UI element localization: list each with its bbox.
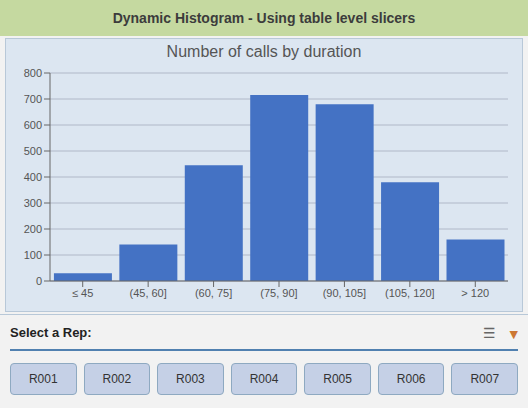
html-text:R005: R005	[323, 372, 352, 386]
svg-text:800: 800	[24, 67, 42, 79]
svg-text:100: 100	[24, 249, 42, 261]
html-text:R006: R006	[396, 372, 426, 386]
svg-text:0: 0	[36, 275, 42, 287]
svg-text:200: 200	[24, 223, 42, 235]
svg-text:(105, 120]: (105, 120]	[385, 287, 435, 299]
html-text:R007: R007	[470, 372, 500, 386]
svg-text:(60, 75]: (60, 75]	[195, 287, 232, 299]
svg-text:> 120: > 120	[461, 287, 489, 299]
svg-text:700: 700	[24, 93, 42, 105]
svg-text:600: 600	[24, 119, 42, 131]
svg-text:300: 300	[24, 197, 42, 209]
html-text:Number of calls by duration: Number of calls by duration	[166, 43, 362, 60]
svg-text:(75, 90]: (75, 90]	[260, 287, 297, 299]
html-text:R004: R004	[249, 372, 279, 386]
html-text:R002: R002	[102, 372, 132, 386]
svg-text:400: 400	[24, 171, 42, 183]
svg-text:≤ 45: ≤ 45	[72, 287, 93, 299]
svg-text:(45, 60]: (45, 60]	[129, 287, 166, 299]
html-text:R003: R003	[176, 372, 205, 386]
html-text:R001: R001	[28, 372, 58, 386]
svg-text:(90, 105]: (90, 105]	[323, 287, 366, 299]
svg-text:500: 500	[24, 145, 42, 157]
html-text:Dynamic Histogram - Using tabl: Dynamic Histogram - Using table level sl…	[112, 10, 416, 26]
html-text:Select a Rep:: Select a Rep:	[10, 324, 92, 340]
